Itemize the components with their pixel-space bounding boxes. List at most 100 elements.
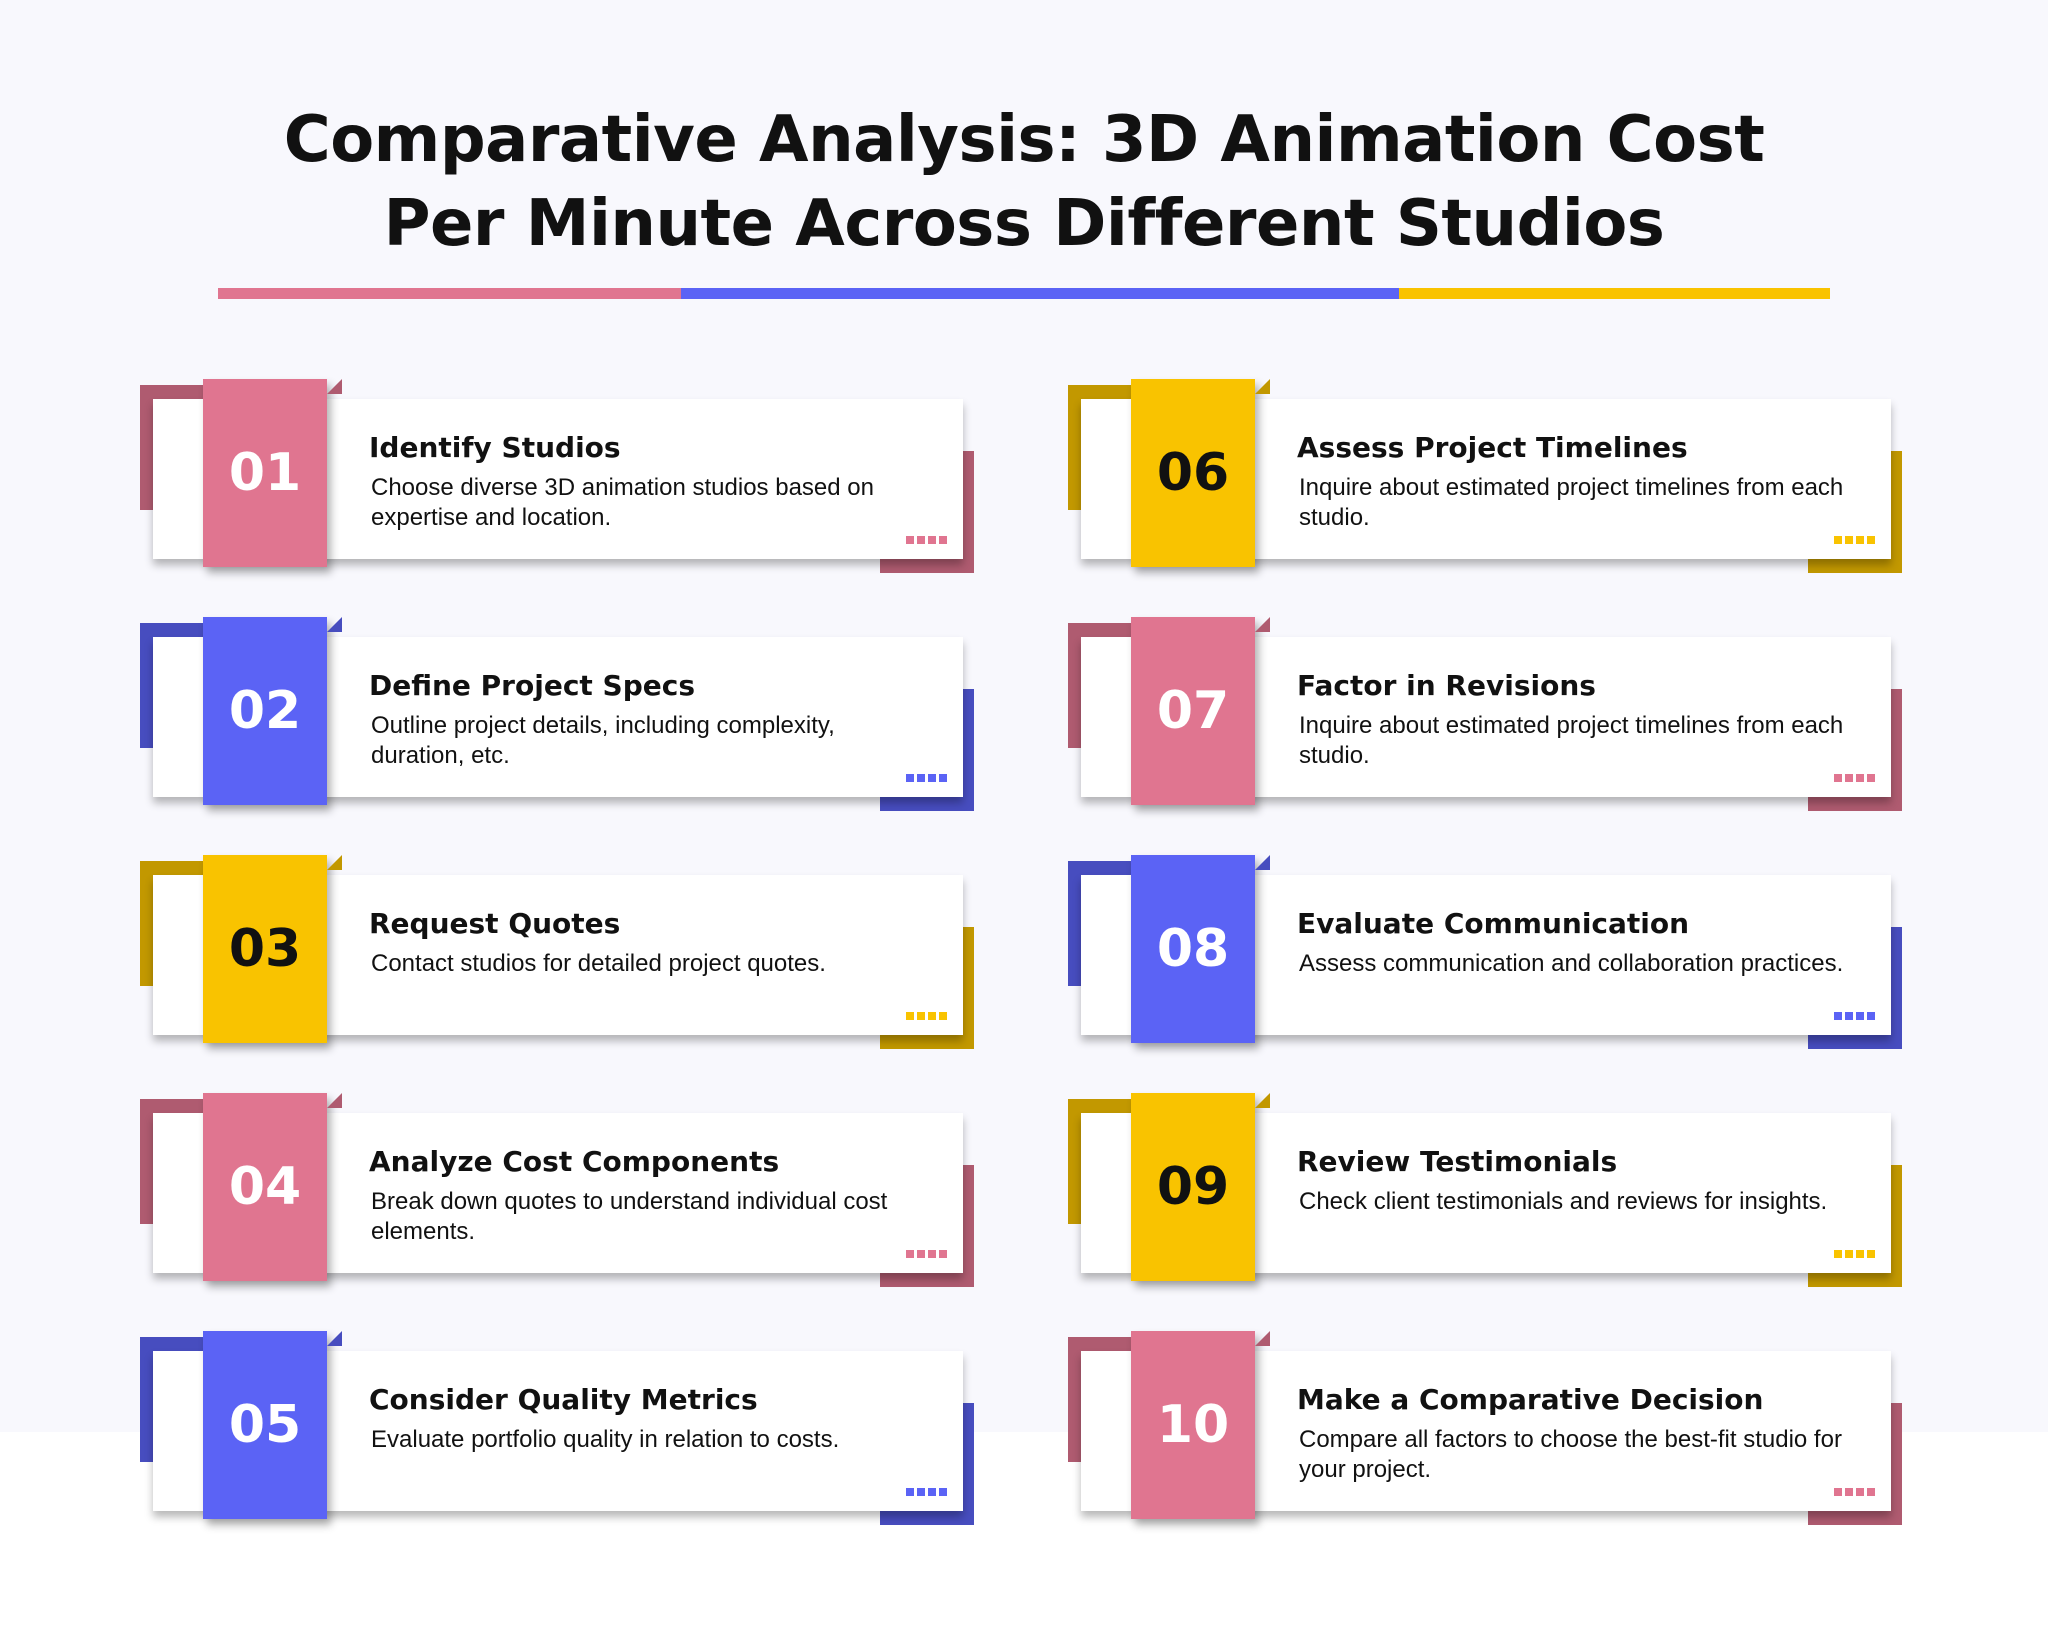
dot [1845, 1250, 1853, 1258]
fold [327, 855, 342, 870]
step-title: Identify Studios [369, 431, 621, 464]
step-description: Choose diverse 3D animation studios base… [371, 474, 874, 531]
dots [1834, 1488, 1875, 1496]
dot [939, 1250, 947, 1258]
dot [939, 774, 947, 782]
fold [327, 617, 342, 632]
step-number: 06 [1131, 379, 1255, 567]
dot [1845, 1488, 1853, 1496]
dot [1834, 774, 1842, 782]
fold [1255, 379, 1270, 394]
step-card: 09 Review Testimonials Check client testim… [1068, 1093, 1908, 1293]
bar-segment [1399, 288, 1830, 299]
step-number: 10 [1131, 1331, 1255, 1519]
step-description: Inquire about estimated project timeline… [1299, 712, 1844, 769]
step-card: 08 Evaluate Communication Assess communica… [1068, 855, 1908, 1055]
dot [939, 1012, 947, 1020]
step-description: Compare all factors to choose the best-f… [1299, 1426, 1842, 1483]
step-title: Evaluate Communication [1297, 907, 1690, 940]
dot [906, 536, 914, 544]
dot [928, 1250, 936, 1258]
dot [917, 774, 925, 782]
dot [917, 536, 925, 544]
dot [906, 1012, 914, 1020]
fold [1255, 1331, 1270, 1346]
dot [906, 1488, 914, 1496]
dot [1845, 1012, 1853, 1020]
step-title: Analyze Cost Components [369, 1145, 780, 1178]
step-title: Request Quotes [369, 907, 621, 940]
step-description: Evaluate portfolio quality in relation t… [371, 1426, 840, 1453]
dot [1867, 1250, 1875, 1258]
dot [1834, 536, 1842, 544]
dots [906, 1012, 947, 1020]
dot [1867, 774, 1875, 782]
step-card: 07 Factor in Revisions Inquire about estim… [1068, 617, 1908, 817]
step-description: Inquire about estimated project timeline… [1299, 474, 1844, 531]
fold [1255, 617, 1270, 632]
dot [1867, 1488, 1875, 1496]
dot [928, 1488, 936, 1496]
dot [1856, 774, 1864, 782]
step-card: 10 Make a Comparative Decision Compare all… [1068, 1331, 1908, 1531]
step-card: 03 Request Quotes Contact studios for deta… [140, 855, 980, 1055]
dot [1834, 1250, 1842, 1258]
dots [1834, 1250, 1875, 1258]
step-number: 09 [1131, 1093, 1255, 1281]
dots [1834, 536, 1875, 544]
step-card: 06 Assess Project Timelines Inquire about … [1068, 379, 1908, 579]
dots [906, 536, 947, 544]
fold [1255, 1093, 1270, 1108]
dots [1834, 774, 1875, 782]
dot [1834, 1488, 1842, 1496]
fold [327, 1093, 342, 1108]
step-description: Assess communication and collaboration p… [1299, 950, 1844, 977]
dot [1856, 1488, 1864, 1496]
color-bar [218, 288, 1830, 299]
dot [917, 1488, 925, 1496]
step-description: Outline project details, including compl… [371, 712, 835, 769]
step-card: 04 Analyze Cost Components Break down quot… [140, 1093, 980, 1293]
dot [1856, 1012, 1864, 1020]
dot [928, 1012, 936, 1020]
dot [939, 1488, 947, 1496]
fold [1255, 855, 1270, 870]
dot [1845, 536, 1853, 544]
step-card: 01 Identify Studios Choose diverse 3D anim… [140, 379, 980, 579]
step-number: 08 [1131, 855, 1255, 1043]
step-description: Break down quotes to understand individu… [371, 1188, 888, 1245]
dots [906, 1488, 947, 1496]
step-description: Contact studios for detailed project quo… [371, 950, 826, 977]
step-title: Review Testimonials [1297, 1145, 1618, 1178]
step-number: 03 [203, 855, 327, 1043]
dot [1856, 1250, 1864, 1258]
bar-segment [681, 288, 1399, 299]
fold [327, 1331, 342, 1346]
dot [1834, 1012, 1842, 1020]
dot [917, 1250, 925, 1258]
step-title: Define Project Specs [369, 669, 696, 702]
dot [928, 536, 936, 544]
step-title: Consider Quality Metrics [369, 1383, 758, 1416]
step-card: 05 Consider Quality Metrics Evaluate portf… [140, 1331, 980, 1531]
step-number: 05 [203, 1331, 327, 1519]
bar-segment [218, 288, 681, 299]
step-title: Make a Comparative Decision [1297, 1383, 1764, 1416]
dots [1834, 1012, 1875, 1020]
step-number: 04 [203, 1093, 327, 1281]
step-description: Check client testimonials and reviews fo… [1299, 1188, 1828, 1215]
dot [928, 774, 936, 782]
step-number: 02 [203, 617, 327, 805]
dots [906, 1250, 947, 1258]
step-number: 07 [1131, 617, 1255, 805]
dot [1845, 774, 1853, 782]
title: Comparative Analysis: 3D Animation Cost … [283, 103, 1765, 261]
dot [917, 1012, 925, 1020]
step-title: Factor in Revisions [1297, 669, 1596, 702]
dot [1867, 536, 1875, 544]
step-card: 02 Define Project Specs Outline project de… [140, 617, 980, 817]
step-title: Assess Project Timelines [1297, 431, 1688, 464]
step-number: 01 [203, 379, 327, 567]
dot [1856, 536, 1864, 544]
